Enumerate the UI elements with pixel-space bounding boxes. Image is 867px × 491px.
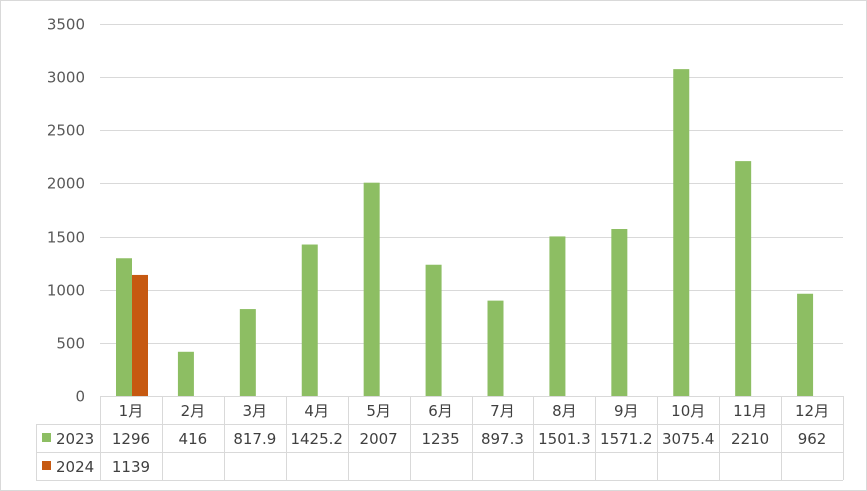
bar-2023-10 <box>673 69 690 397</box>
y-tick-label: 2500 <box>47 122 85 140</box>
legend-key-2023 <box>42 433 51 442</box>
x-tick-label: 1月 <box>119 402 144 420</box>
bar-2023-8 <box>549 236 566 396</box>
data-table: 1月 2月 3月 4月 5月 6月 7月 8月 9月 10月 11月 12月 2023 1296 416 81… <box>36 396 844 481</box>
data-label: 1296 <box>112 430 150 448</box>
bar-2023-6 <box>425 264 442 396</box>
data-label: 3075.4 <box>662 430 715 448</box>
bar-2023-1 <box>116 258 132 396</box>
x-tick-label: 7月 <box>490 402 515 420</box>
x-tick-label: 11月 <box>733 402 767 420</box>
y-axis-ticks: 0 500 1000 1500 2000 2500 3000 3500 <box>47 16 85 406</box>
bar-2023-3 <box>239 309 256 396</box>
x-tick-label: 12月 <box>795 402 829 420</box>
legend-key-2024 <box>42 461 51 470</box>
data-label: 1425.2 <box>290 430 343 448</box>
legend-label: 2024 <box>56 458 94 476</box>
x-tick-label: 3月 <box>243 402 268 420</box>
bar-2023-11 <box>735 161 752 396</box>
x-tick-label: 10月 <box>671 402 705 420</box>
bar-2023-12 <box>797 293 814 396</box>
legend-label: 2023 <box>56 430 94 448</box>
data-label: 1501.3 <box>538 430 591 448</box>
x-tick-label: 8月 <box>552 402 577 420</box>
x-tick-label: 6月 <box>428 402 453 420</box>
bar-2024-1 <box>132 274 148 396</box>
bar-2023-7 <box>487 300 504 396</box>
data-label: 817.9 <box>233 430 276 448</box>
bars <box>116 69 814 397</box>
bar-2023-5 <box>363 182 380 396</box>
x-tick-label: 5月 <box>366 402 391 420</box>
data-label: 1235 <box>421 430 459 448</box>
y-tick-label: 1500 <box>47 229 85 247</box>
data-label: 962 <box>798 430 827 448</box>
data-label: 1571.2 <box>600 430 653 448</box>
data-label: 2007 <box>360 430 398 448</box>
data-label: 416 <box>179 430 208 448</box>
y-tick-label: 3000 <box>47 69 85 87</box>
data-label: 2210 <box>731 430 769 448</box>
bar-2023-9 <box>611 229 628 396</box>
x-tick-label: 4月 <box>304 402 329 420</box>
y-tick-label: 1000 <box>47 282 85 300</box>
data-label: 897.3 <box>481 430 524 448</box>
y-tick-label: 2000 <box>47 175 85 193</box>
data-label: 1139 <box>112 458 150 476</box>
y-tick-label: 0 <box>75 388 85 406</box>
x-tick-label: 9月 <box>614 402 639 420</box>
bar-2023-2 <box>177 351 194 396</box>
x-tick-label: 2月 <box>181 402 206 420</box>
bar-2023-4 <box>301 244 318 396</box>
y-tick-label: 500 <box>56 335 85 353</box>
y-tick-label: 3500 <box>47 16 85 34</box>
